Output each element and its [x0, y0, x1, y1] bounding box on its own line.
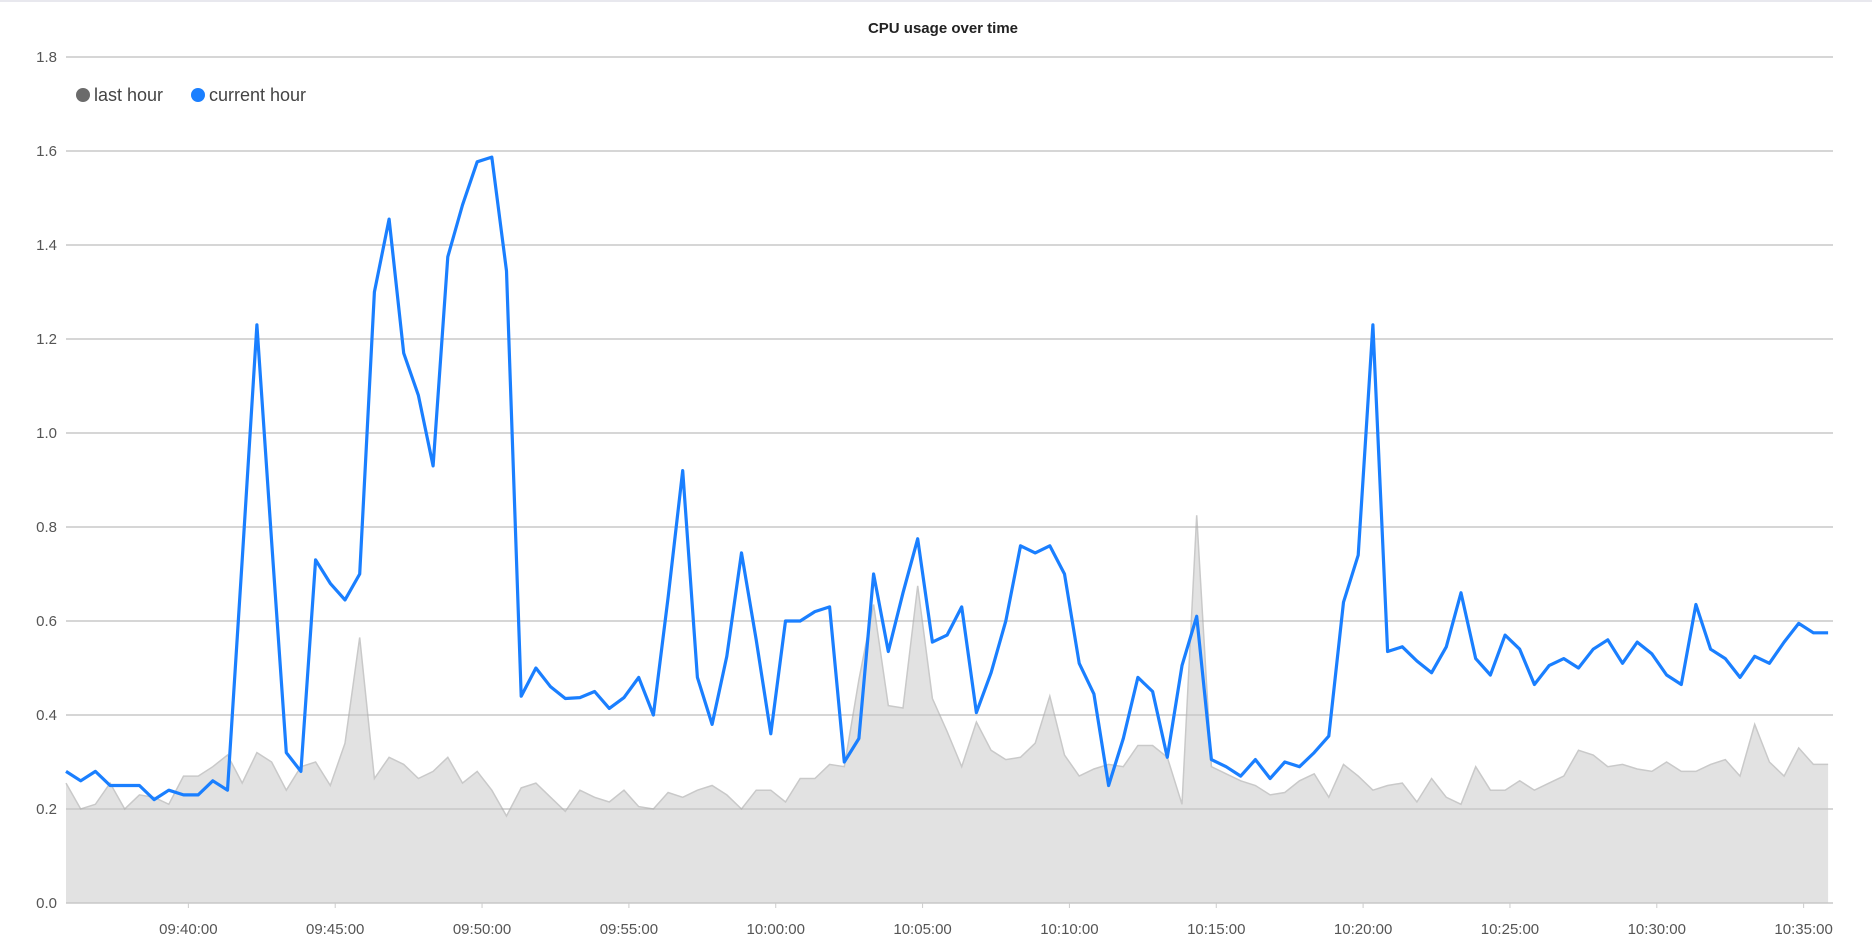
line-last-hour — [65, 515, 1829, 818]
x-tick-label: 10:10:00 — [1040, 921, 1098, 938]
legend: last hour current hour — [76, 85, 306, 105]
x-tick-label: 10:20:00 — [1334, 921, 1392, 938]
legend-item-current-hour[interactable]: current hour — [191, 85, 306, 105]
y-tick-label: 0.2 — [36, 801, 57, 818]
x-tick-label: 10:30:00 — [1628, 921, 1686, 938]
x-tick-label: 09:40:00 — [159, 921, 217, 938]
legend-marker-current-hour — [191, 88, 205, 102]
x-tick-label: 10:25:00 — [1481, 921, 1539, 938]
y-tick-label: 1.2 — [36, 331, 57, 348]
y-tick-label: 1.4 — [36, 237, 57, 254]
x-tick-label: 10:35:00 — [1774, 921, 1832, 938]
y-tick-label: 0.6 — [36, 613, 57, 630]
plot-area — [65, 515, 1829, 903]
area-last-hour — [66, 515, 1829, 903]
y-tick-label: 0.8 — [36, 519, 57, 536]
series-lines — [65, 155, 1829, 802]
x-tick-label: 10:00:00 — [747, 921, 805, 938]
legend-item-last-hour[interactable]: last hour — [76, 85, 163, 105]
y-tick-label: 0.0 — [36, 895, 57, 912]
legend-label-current-hour: current hour — [209, 85, 306, 105]
x-tick-label: 09:50:00 — [453, 921, 511, 938]
chart-title: CPU usage over time — [868, 20, 1018, 37]
x-tick-label: 09:45:00 — [306, 921, 364, 938]
y-tick-label: 1.6 — [36, 143, 57, 160]
x-tick-label: 10:05:00 — [893, 921, 951, 938]
y-tick-label: 1.8 — [36, 49, 57, 66]
y-axis: 0.0 0.2 0.4 0.6 0.8 1.0 1.2 1.4 1.6 1.8 — [36, 49, 57, 912]
x-axis: 09:40:00 09:45:00 09:50:00 09:55:00 10:00:00… — [159, 903, 1833, 938]
x-tick-label: 09:55:00 — [600, 921, 658, 938]
x-tick-label: 10:15:00 — [1187, 921, 1245, 938]
y-tick-label: 0.4 — [36, 707, 57, 724]
grid-overlay — [66, 56, 1833, 904]
y-tick-label: 1.0 — [36, 425, 57, 442]
legend-label-last-hour: last hour — [94, 85, 163, 105]
line-current-hour — [65, 155, 1829, 802]
legend-marker-last-hour — [76, 88, 90, 102]
